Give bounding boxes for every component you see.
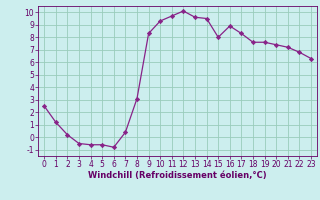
- X-axis label: Windchill (Refroidissement éolien,°C): Windchill (Refroidissement éolien,°C): [88, 171, 267, 180]
